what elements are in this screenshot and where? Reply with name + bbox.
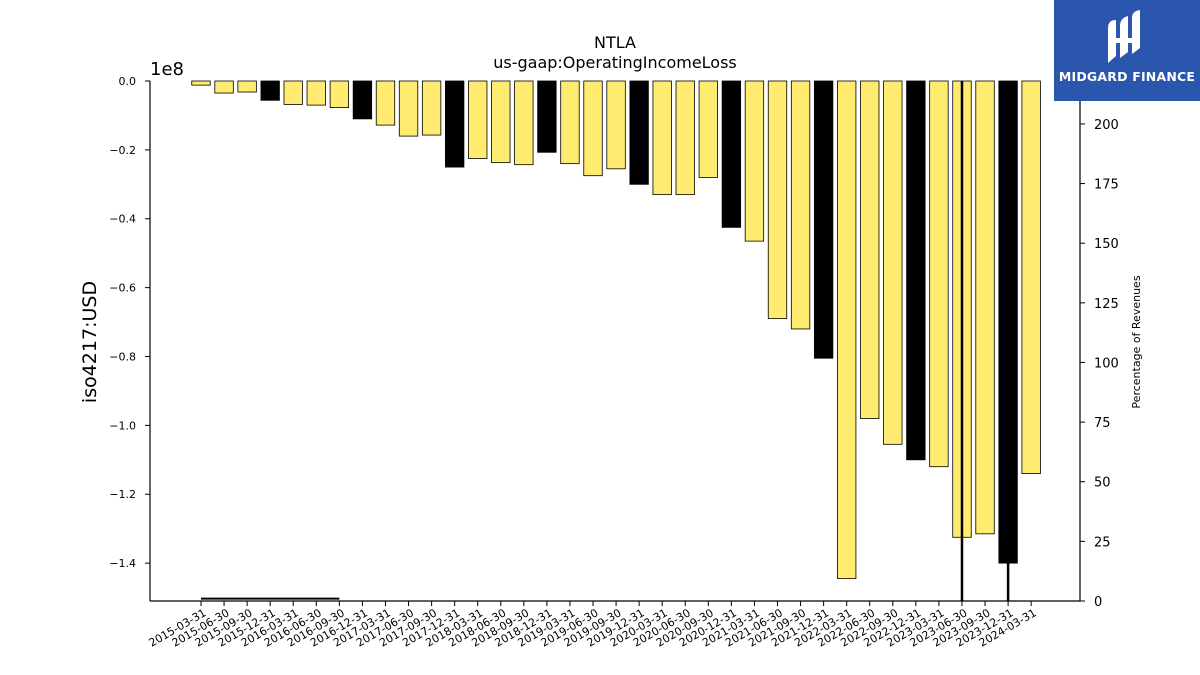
y-tick-label: −1.4	[109, 557, 136, 570]
bar-2018-03-31	[468, 80, 488, 159]
y2-tick-label: 125	[1094, 297, 1119, 312]
bar-2021-12-31	[813, 80, 834, 359]
bar-2015-03-31	[191, 80, 211, 86]
midgard-finance-logo: MIDGARD FINANCE	[1054, 0, 1200, 101]
y-tick-label: −0.2	[109, 144, 136, 157]
bar-2019-06-30	[583, 80, 603, 177]
y2-tick-label: 75	[1094, 416, 1111, 431]
bar-2017-12-31	[445, 80, 465, 168]
bar-2018-12-31	[537, 80, 557, 153]
bar-2021-09-30	[790, 80, 811, 330]
bar-2015-09-30	[237, 80, 257, 93]
bar-2017-06-30	[398, 80, 419, 137]
bar-2020-06-30	[675, 80, 695, 196]
bar-2024-03-31	[1021, 80, 1041, 474]
bar-2022-06-30	[860, 80, 880, 419]
bar-2022-09-30	[883, 80, 903, 445]
bar-2018-06-30	[491, 80, 511, 164]
y2-tick-label: 175	[1094, 178, 1119, 193]
chart-subtitle: us-gaap:OperatingIncomeLoss	[493, 53, 737, 72]
bar-2022-12-31	[906, 80, 926, 461]
bar-2023-09-30	[975, 80, 995, 535]
bar-2019-09-30	[606, 80, 626, 170]
bar-2021-06-30	[767, 80, 788, 320]
bar-2017-03-31	[375, 80, 396, 126]
bar-2022-03-31	[837, 80, 857, 580]
bar-2015-06-30	[214, 80, 234, 94]
y-tick-label: −0.6	[109, 282, 136, 295]
y2-tick-label: 25	[1094, 535, 1111, 550]
bar-2019-12-31	[629, 80, 649, 185]
bar-2020-09-30	[698, 80, 718, 178]
bar-2020-03-31	[652, 80, 672, 196]
secondary-y-axis-label: Percentage of Revenues	[1130, 275, 1143, 408]
chart-title: NTLA	[594, 33, 636, 52]
bar-2016-09-30	[329, 80, 350, 108]
bar-2017-09-30	[421, 80, 442, 136]
y-tick-label: −1.0	[109, 419, 136, 432]
bar-2016-03-31	[283, 80, 303, 105]
bar-2020-12-31	[721, 80, 742, 228]
bar-2016-12-31	[352, 80, 373, 120]
y-axis-offset-label: 1e8	[150, 59, 184, 80]
bar-2021-03-31	[744, 80, 765, 242]
bar-2015-12-31	[260, 80, 280, 101]
y-tick-label: −0.8	[109, 350, 136, 363]
logo-text: MIDGARD FINANCE	[1058, 69, 1196, 84]
y-axis-label: iso4217:USD	[79, 281, 101, 403]
bar-2018-09-30	[514, 80, 534, 166]
y2-tick-label: 50	[1094, 476, 1111, 491]
bar-2019-03-31	[560, 80, 580, 165]
y2-tick-label: 200	[1094, 118, 1119, 133]
y2-tick-label: 150	[1094, 237, 1119, 252]
y2-tick-label: 0	[1094, 595, 1102, 610]
y-tick-label: −1.2	[109, 488, 136, 501]
y2-tick-label: 100	[1094, 356, 1119, 371]
y-tick-label: −0.4	[109, 213, 136, 226]
midgard-logo-mark-icon	[1108, 10, 1140, 63]
bar-2023-03-31	[929, 80, 949, 468]
bar-2016-06-30	[306, 80, 326, 106]
y-tick-label: 0.0	[119, 75, 137, 88]
